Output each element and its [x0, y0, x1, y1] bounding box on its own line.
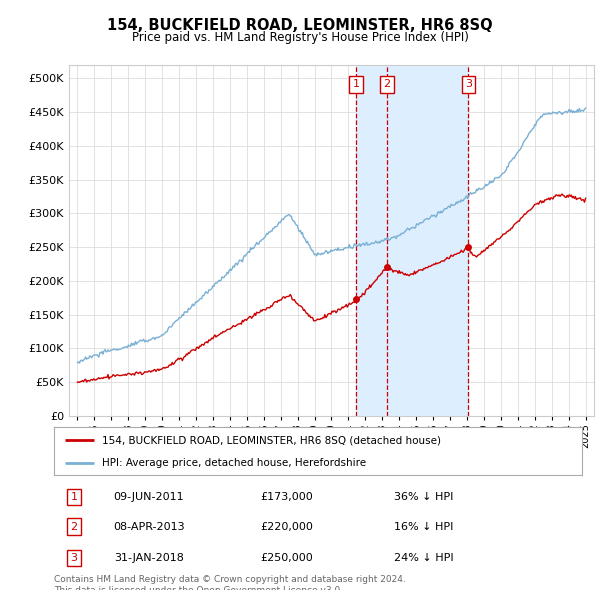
Text: 1: 1	[71, 492, 77, 502]
Text: 16% ↓ HPI: 16% ↓ HPI	[394, 522, 453, 532]
Text: 3: 3	[71, 553, 77, 563]
Text: £250,000: £250,000	[260, 553, 313, 563]
Text: 08-APR-2013: 08-APR-2013	[113, 522, 185, 532]
Bar	[356, 65, 469, 416]
Text: Price paid vs. HM Land Registry's House Price Index (HPI): Price paid vs. HM Land Registry's House …	[131, 31, 469, 44]
Text: 31-JAN-2018: 31-JAN-2018	[114, 553, 184, 563]
Text: £173,000: £173,000	[260, 492, 313, 502]
Text: £220,000: £220,000	[260, 522, 313, 532]
Text: 2: 2	[71, 522, 77, 532]
Text: 3: 3	[465, 79, 472, 89]
Text: 1: 1	[352, 79, 359, 89]
Text: 36% ↓ HPI: 36% ↓ HPI	[394, 492, 453, 502]
Text: 154, BUCKFIELD ROAD, LEOMINSTER, HR6 8SQ: 154, BUCKFIELD ROAD, LEOMINSTER, HR6 8SQ	[107, 18, 493, 32]
Text: 2: 2	[383, 79, 391, 89]
Text: HPI: Average price, detached house, Herefordshire: HPI: Average price, detached house, Here…	[101, 458, 365, 468]
Text: Contains HM Land Registry data © Crown copyright and database right 2024.
This d: Contains HM Land Registry data © Crown c…	[54, 575, 406, 590]
Text: 09-JUN-2011: 09-JUN-2011	[114, 492, 184, 502]
Text: 154, BUCKFIELD ROAD, LEOMINSTER, HR6 8SQ (detached house): 154, BUCKFIELD ROAD, LEOMINSTER, HR6 8SQ…	[101, 435, 440, 445]
Text: 24% ↓ HPI: 24% ↓ HPI	[394, 553, 454, 563]
